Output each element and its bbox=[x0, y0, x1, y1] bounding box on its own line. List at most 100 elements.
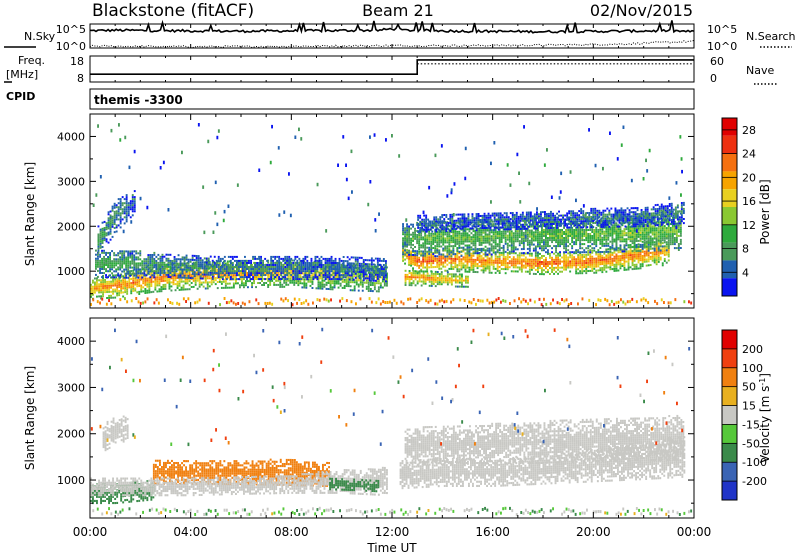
rti-cell bbox=[346, 270, 349, 273]
rti-cell bbox=[278, 270, 281, 273]
rti-cell bbox=[516, 258, 519, 261]
rti-cell bbox=[502, 244, 505, 247]
rti-cell bbox=[279, 277, 282, 280]
rti-cell bbox=[156, 280, 159, 283]
rti-cell bbox=[186, 262, 189, 264]
rti-cell bbox=[422, 236, 425, 239]
rti-cell bbox=[94, 285, 96, 288]
rti-cell bbox=[520, 260, 523, 263]
rti-cell bbox=[520, 227, 523, 230]
rti-cell bbox=[379, 266, 382, 269]
rti-cell bbox=[373, 276, 376, 278]
rti-cell bbox=[138, 278, 141, 281]
rti-cell bbox=[530, 229, 533, 232]
rti-cell bbox=[506, 236, 509, 239]
rti-cell bbox=[561, 266, 563, 269]
rti-cell bbox=[328, 268, 331, 270]
rti-cell bbox=[113, 270, 116, 273]
rti-cell bbox=[203, 261, 206, 264]
rti-cell bbox=[184, 274, 187, 277]
rti-cell bbox=[222, 270, 225, 273]
rti-cell bbox=[532, 217, 535, 220]
rti-cell bbox=[173, 274, 176, 277]
rti-cell bbox=[569, 256, 572, 259]
rti-cell bbox=[335, 272, 338, 275]
rti-cell bbox=[547, 233, 549, 235]
rti-cell bbox=[115, 226, 118, 229]
rti-cell bbox=[490, 263, 493, 266]
rti-cell bbox=[217, 255, 220, 258]
rti-cell bbox=[305, 270, 308, 273]
rti-cell bbox=[627, 254, 630, 257]
rti-cell bbox=[347, 271, 350, 273]
rti-cell bbox=[206, 281, 209, 284]
rti-cell bbox=[191, 273, 194, 275]
rti-cell bbox=[649, 264, 652, 266]
rti-cell bbox=[510, 242, 513, 245]
rti-cell bbox=[488, 243, 491, 246]
rti-cell bbox=[334, 278, 337, 281]
rti-cell bbox=[184, 270, 187, 273]
rti-cell bbox=[410, 258, 412, 261]
rti-cell bbox=[356, 258, 359, 261]
rti-cell bbox=[279, 269, 282, 272]
rti-cell bbox=[524, 260, 527, 263]
rti-cell bbox=[180, 280, 183, 283]
rti-cell bbox=[454, 253, 457, 256]
rti-cell bbox=[342, 274, 345, 277]
rti-cell bbox=[472, 234, 475, 237]
rti-cell bbox=[229, 270, 232, 273]
rti-cell bbox=[252, 270, 254, 273]
rti-cell bbox=[333, 262, 336, 265]
rti-cell bbox=[366, 265, 369, 268]
rti-cell bbox=[545, 267, 547, 270]
rti-cell bbox=[530, 231, 533, 234]
rti-cell bbox=[290, 266, 293, 268]
rti-cell bbox=[547, 252, 549, 255]
rti-cell bbox=[502, 234, 505, 237]
rti-cell bbox=[432, 222, 435, 225]
rti-cell bbox=[472, 252, 475, 255]
rti-cell bbox=[514, 262, 517, 265]
rti-cell bbox=[543, 239, 545, 242]
rti-cell bbox=[117, 206, 120, 209]
rti-cell bbox=[218, 264, 221, 267]
rti-cell bbox=[119, 220, 122, 223]
rti-cell bbox=[516, 238, 519, 241]
rti-cell bbox=[150, 268, 153, 271]
rti-cell bbox=[331, 264, 334, 266]
rti-cell bbox=[462, 228, 465, 231]
rti-cell bbox=[191, 264, 194, 267]
rti-cell bbox=[291, 281, 294, 284]
rti-cell bbox=[279, 283, 282, 286]
rti-cell bbox=[288, 268, 291, 270]
rti-cell bbox=[510, 270, 513, 273]
rti-cell bbox=[327, 288, 330, 290]
rti-cell bbox=[545, 218, 547, 221]
rti-cell bbox=[579, 266, 582, 269]
rti-cell bbox=[338, 257, 341, 260]
rti-cell bbox=[534, 258, 537, 261]
rti-cell bbox=[339, 282, 342, 285]
rti-cell bbox=[492, 237, 495, 240]
rti-cell bbox=[335, 262, 338, 265]
rti-cell bbox=[336, 270, 339, 273]
rti-cell bbox=[179, 272, 182, 275]
rti-cell bbox=[508, 222, 511, 225]
rti-cell bbox=[320, 262, 323, 264]
rti-cell bbox=[468, 244, 471, 247]
rti-cell bbox=[549, 235, 551, 237]
rti-cell bbox=[161, 269, 164, 272]
rti-cell bbox=[526, 258, 529, 261]
rti-cell bbox=[655, 249, 658, 251]
rti-cell bbox=[150, 281, 153, 283]
rti-cell bbox=[432, 262, 435, 265]
rti-cell bbox=[639, 265, 642, 268]
rti-cell bbox=[426, 266, 429, 269]
rti-cell bbox=[101, 237, 104, 240]
freq-left-tick-low: 8 bbox=[77, 72, 84, 85]
rti-cell bbox=[512, 250, 515, 253]
rti-cell bbox=[173, 260, 176, 263]
rti-cell bbox=[621, 257, 624, 259]
